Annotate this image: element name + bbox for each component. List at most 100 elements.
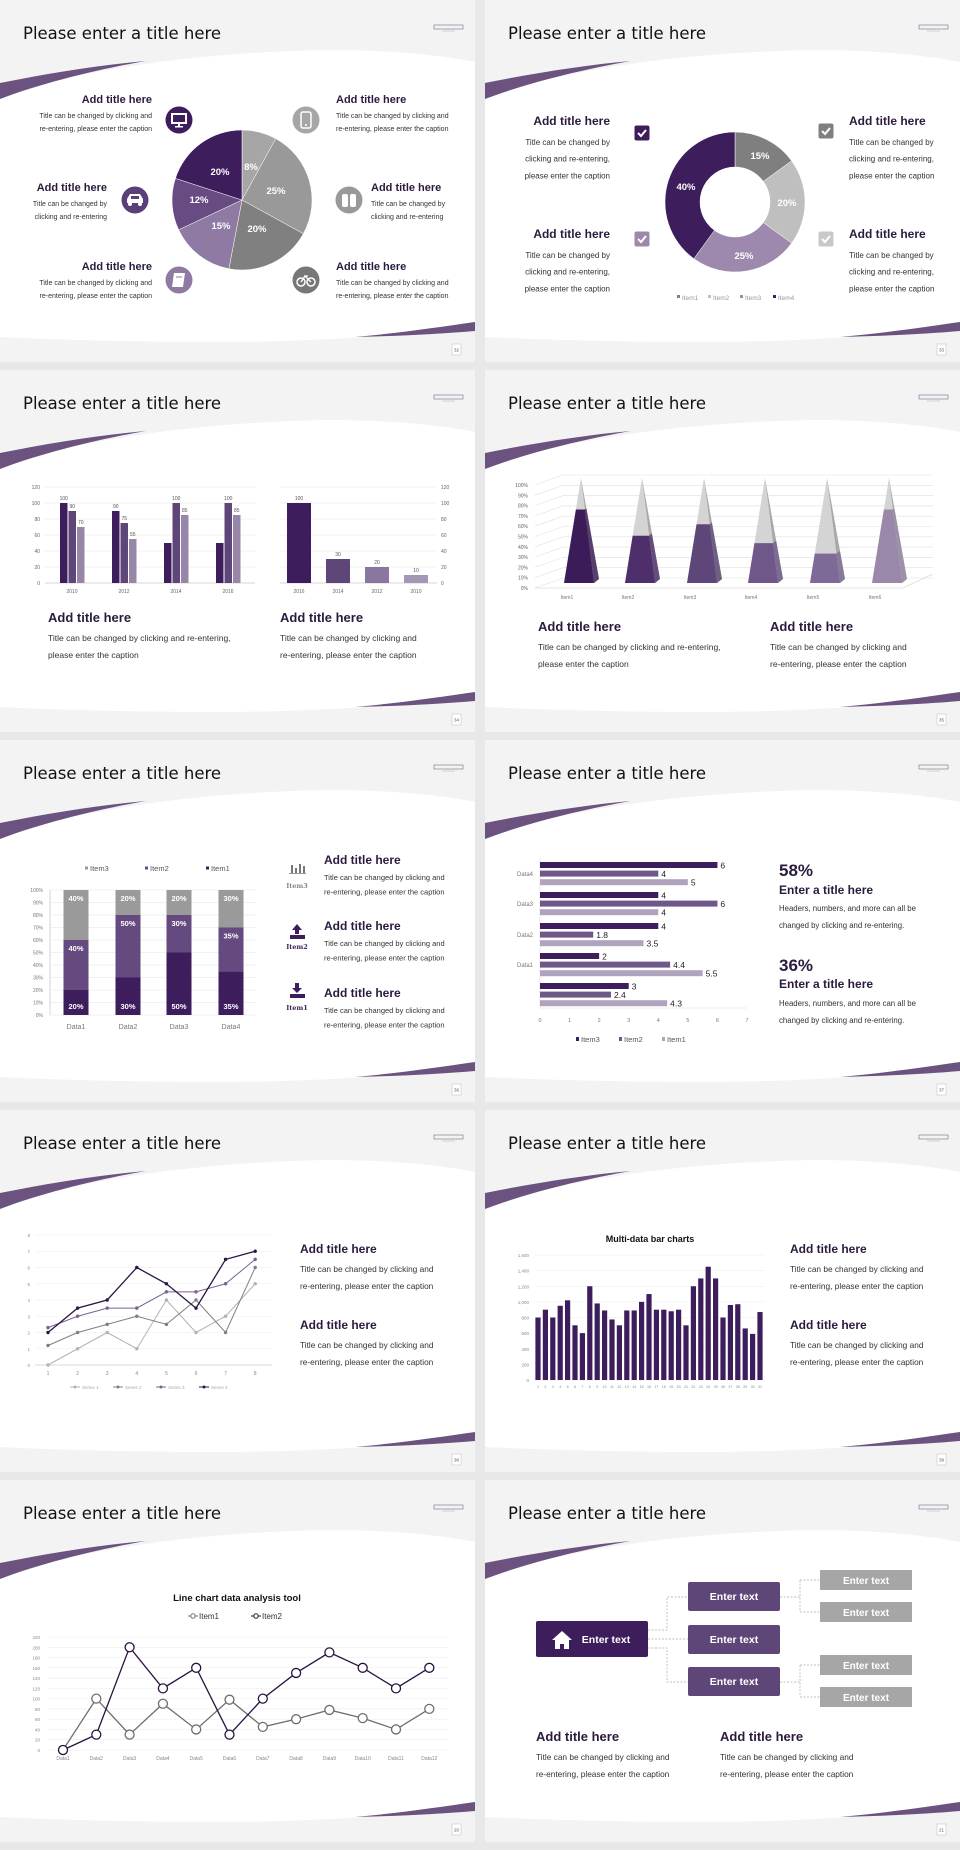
slide-35[interactable]: Please enter a title here 35 0% 10% 20% 30% 40…	[485, 370, 960, 732]
stacked-bar-segment	[218, 971, 244, 1015]
slide-32[interactable]: Please enter a title here 32 8% 25% 20% 15% 12…	[0, 0, 475, 362]
slide-canvas: Please enter a title here 32 8% 25% 20% 15% 12…	[0, 0, 475, 362]
logo	[918, 24, 949, 32]
bar	[631, 1310, 637, 1380]
bar	[365, 567, 389, 583]
donut-label: 40%	[676, 182, 696, 193]
top-swoosh	[0, 1541, 146, 1579]
text-block: Add title here Title can be changed by cli…	[525, 114, 611, 180]
y-tick-label: 60	[34, 533, 40, 539]
branch-box[interactable]	[688, 1625, 780, 1654]
block-caption: Title can be changed by clicking and	[536, 1752, 670, 1762]
slide-38[interactable]: Please enter a title here 38 0 1 2 3 4 5 6 7 8 1 2 3 4…	[0, 1110, 475, 1472]
gridline	[534, 526, 933, 537]
data-point	[424, 1703, 435, 1715]
stacked-bar-segment	[115, 915, 141, 978]
page-number-box	[936, 1823, 947, 1836]
leaf-box[interactable]	[820, 1687, 912, 1707]
slide-37[interactable]: Please enter a title here 37 3 2.4 4.3 2 4.4 5.…	[485, 740, 960, 1102]
x-tick-label: 2	[544, 1385, 546, 1389]
bar	[216, 543, 224, 583]
bar	[540, 970, 703, 977]
book-cover	[172, 273, 185, 287]
slide-33[interactable]: Please enter a title here 33 15% 20% 25% 40% I…	[485, 0, 960, 362]
data-point	[357, 1713, 368, 1724]
pie-slice	[228, 199, 304, 271]
y-tick-label: 0%	[521, 586, 529, 592]
x-tick-label: 8	[589, 1385, 591, 1389]
gridline	[534, 567, 933, 578]
branch-node[interactable]: Enter text	[688, 1625, 780, 1654]
pie-slice	[241, 138, 313, 235]
data-point	[324, 1647, 335, 1658]
phone-icon	[292, 106, 320, 134]
block-caption: re-entering, please enter the caption	[536, 1769, 670, 1779]
branch-node[interactable]: Enter text	[688, 1582, 780, 1611]
node-label: Enter text	[710, 1591, 759, 1603]
block-title: Add title here	[720, 1729, 803, 1744]
data-label: 4	[661, 891, 666, 901]
block-caption: re-entering, please enter the caption	[324, 954, 445, 963]
data-label: 100	[60, 496, 69, 502]
root-node[interactable]: Enter text	[536, 1621, 648, 1657]
pie-slice	[178, 199, 243, 270]
gridline	[534, 495, 933, 506]
data-point	[164, 1322, 169, 1327]
x-tick-label: Data2	[119, 1024, 138, 1031]
data-point	[224, 1729, 235, 1740]
slide-21[interactable]: Please enter a title here 21 Enter text Ent…	[485, 1480, 960, 1842]
logo-mark	[433, 764, 464, 770]
slide-39[interactable]: Please enter a title here 39 Multi-data ba…	[485, 1110, 960, 1472]
gridline	[534, 557, 933, 568]
legend-swatch	[677, 295, 680, 298]
car-wheel	[128, 202, 132, 206]
data-label: 100	[172, 496, 181, 502]
y-tick-label: 800	[521, 1316, 529, 1321]
data-point	[164, 1282, 169, 1286]
data-point	[46, 1330, 50, 1335]
bottom-swoosh	[840, 322, 960, 337]
legend-marker	[190, 1613, 196, 1619]
data-point	[390, 1683, 402, 1694]
slide-title: Please enter a title here	[23, 764, 221, 783]
leaf-node[interactable]: Enter text	[820, 1655, 912, 1675]
block-title: Add title here	[324, 919, 401, 933]
leaf-box[interactable]	[820, 1570, 912, 1590]
branch-box[interactable]	[688, 1667, 780, 1696]
y-tick-label: 140	[32, 1676, 40, 1681]
data-point	[223, 1257, 228, 1262]
logo	[433, 394, 464, 402]
block-title: Add title here	[849, 114, 926, 128]
slide-34[interactable]: Please enter a title here 34 0 20 40 60 80 100 1…	[0, 370, 475, 732]
y-tick-label: 90%	[518, 493, 529, 499]
branch-node[interactable]: Enter text	[688, 1667, 780, 1696]
data-label: 10	[413, 568, 419, 574]
series-line	[47, 1283, 256, 1366]
logo	[433, 764, 464, 772]
data-point	[105, 1330, 109, 1335]
bar	[646, 1294, 652, 1380]
x-tick-label: 3	[106, 1371, 109, 1377]
branch-box[interactable]	[688, 1582, 780, 1611]
data-label: 2	[602, 952, 607, 962]
pyramid-filled-side	[709, 522, 722, 583]
leaf-node[interactable]: Enter text	[820, 1602, 912, 1622]
page-number-box	[936, 343, 947, 356]
data-label: 6	[720, 899, 725, 909]
logo-mark	[433, 1134, 464, 1140]
leaf-node[interactable]: Enter text	[820, 1570, 912, 1590]
bar	[676, 1309, 682, 1380]
segment-label: 40%	[68, 944, 83, 953]
x-tick-label: 27	[728, 1385, 732, 1389]
leaf-box[interactable]	[820, 1655, 912, 1675]
leaf-box[interactable]	[820, 1602, 912, 1622]
leaf-node[interactable]: Enter text	[820, 1687, 912, 1707]
x-tick-label: 2010	[66, 589, 77, 595]
slide-20[interactable]: Please enter a title here 20 Line chart da…	[0, 1480, 475, 1842]
y-tick-label: 600	[521, 1331, 529, 1336]
y-tick-label: Data1	[517, 963, 534, 969]
series-line	[47, 1267, 256, 1346]
block-caption: Title can be changed by clicking and	[300, 1340, 434, 1350]
logo	[433, 24, 464, 32]
slide-36[interactable]: Please enter a title here 36 0% 10% 20% 30% 40…	[0, 740, 475, 1102]
